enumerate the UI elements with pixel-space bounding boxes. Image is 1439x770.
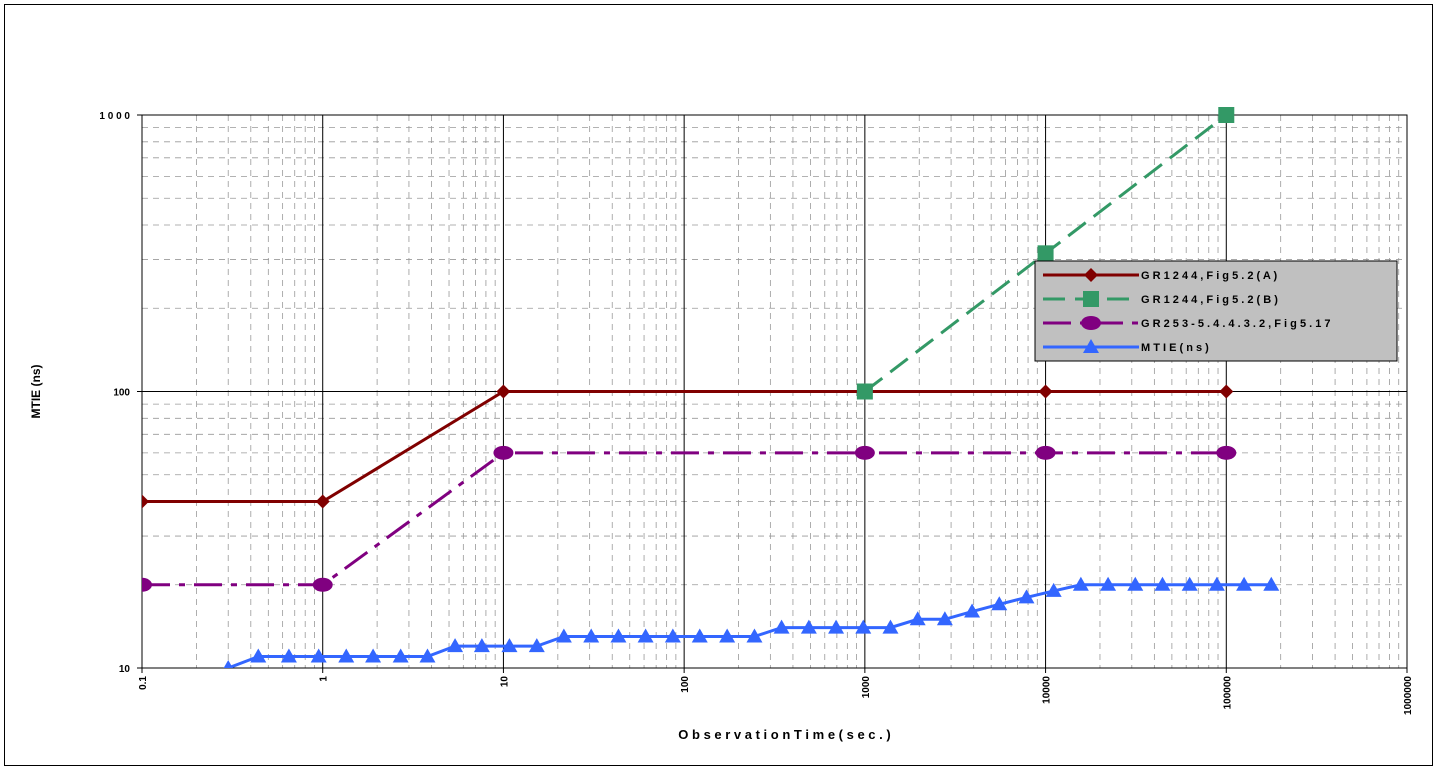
legend-label: G R 1 2 4 4 , F i g 5 . 2 ( B ) — [1141, 294, 1278, 306]
data-point — [528, 638, 545, 653]
data-point — [280, 648, 297, 663]
data-point — [1219, 384, 1234, 399]
data-point — [392, 648, 409, 663]
data-point — [555, 628, 572, 643]
x-tick-label: 0.1 — [138, 676, 149, 690]
chart-frame: 0.1 1 10 100 1000 10000 100000 1000000 10 100 1 0… — [4, 4, 1433, 766]
mtie-chart: 0.1 1 10 100 1000 10000 100000 1000000 10 100 1 0… — [29, 107, 1414, 742]
data-point — [882, 619, 899, 634]
data-point — [312, 577, 333, 592]
x-tick-label: 1000000 — [1403, 676, 1414, 715]
data-point — [800, 619, 817, 634]
x-tick-label: 100 — [680, 676, 691, 693]
data-point — [583, 628, 600, 643]
series-4 — [188, 576, 1280, 687]
legend-label: M T I E ( n s ) — [1141, 342, 1209, 354]
x-tick-label: 10000 — [1042, 676, 1053, 704]
series-1 — [142, 384, 1234, 509]
data-point — [610, 628, 627, 643]
legend-marker — [1081, 316, 1101, 330]
x-tick-label: 100000 — [1222, 676, 1233, 710]
data-point — [964, 603, 981, 618]
data-point — [473, 638, 490, 653]
data-point — [496, 384, 511, 399]
data-point — [250, 648, 267, 663]
data-point — [1236, 576, 1253, 591]
legend-marker — [1083, 291, 1099, 307]
data-point — [1216, 445, 1237, 460]
legend-box — [1034, 260, 1398, 362]
y-tick-label: 1 0 0 0 — [99, 111, 130, 122]
legend: G R 1 2 4 4 , F i g 5 . 2 ( A ) G R 1 2 4… — [1034, 260, 1398, 362]
series-line — [224, 583, 1272, 668]
data-point — [691, 628, 708, 643]
y-axis-label: MTIE (ns) — [29, 365, 43, 419]
data-point — [1208, 576, 1225, 591]
data-point — [773, 619, 790, 634]
data-point — [447, 638, 464, 653]
legend-label: G R 1 2 4 4 , F i g 5 . 2 ( A ) — [1141, 270, 1277, 282]
data-point — [854, 445, 875, 460]
data-point — [856, 383, 873, 400]
data-point — [142, 577, 152, 592]
data-point — [338, 648, 355, 663]
legend-marker — [1084, 268, 1098, 282]
data-point — [1263, 576, 1280, 591]
x-tick-label: 1 — [319, 676, 330, 682]
series-3 — [142, 445, 1237, 592]
data-point — [1100, 576, 1117, 591]
data-point — [936, 611, 953, 626]
series-line — [142, 390, 1227, 504]
legend-marker — [1083, 339, 1099, 353]
data-point — [223, 660, 233, 668]
data-point — [310, 648, 327, 663]
data-point — [664, 628, 681, 643]
data-point — [1127, 576, 1144, 591]
data-point — [419, 648, 436, 663]
y-tick-label: 100 — [113, 388, 130, 399]
data-point — [719, 628, 736, 643]
data-point — [1045, 582, 1062, 597]
data-point — [501, 638, 518, 653]
data-point — [1035, 445, 1056, 460]
data-point — [746, 628, 763, 643]
series-layer — [142, 107, 1280, 687]
x-axis-ticks: 0.1 1 10 100 1000 10000 100000 1000000 — [138, 668, 1414, 715]
data-point — [142, 494, 149, 509]
data-point — [991, 596, 1008, 611]
series-line — [142, 451, 1227, 587]
legend-label: G R 2 5 3 - 5 . 4 . 4 . 3 . 2 , F i g 5 … — [1141, 318, 1331, 330]
data-point — [365, 648, 382, 663]
data-point — [315, 494, 330, 509]
data-point — [637, 628, 654, 643]
x-tick-label: 1000 — [861, 676, 872, 699]
data-point — [1038, 384, 1053, 399]
x-axis-label: O b s e r v a t i o n T i m e ( s e c . … — [678, 727, 890, 742]
data-point — [1072, 576, 1089, 591]
data-point — [1018, 589, 1035, 604]
y-axis-ticks: 10 100 1 0 0 0 — [99, 111, 142, 675]
data-point — [493, 445, 514, 460]
x-tick-label: 10 — [499, 676, 510, 688]
data-point — [188, 673, 204, 687]
data-point — [828, 619, 845, 634]
data-point — [855, 619, 872, 634]
data-point — [1154, 576, 1171, 591]
data-point — [909, 611, 926, 626]
data-point — [1037, 245, 1054, 262]
series-2 — [856, 107, 1235, 400]
data-point — [1218, 107, 1235, 123]
y-tick-label: 10 — [119, 664, 131, 675]
data-point — [1181, 576, 1198, 591]
